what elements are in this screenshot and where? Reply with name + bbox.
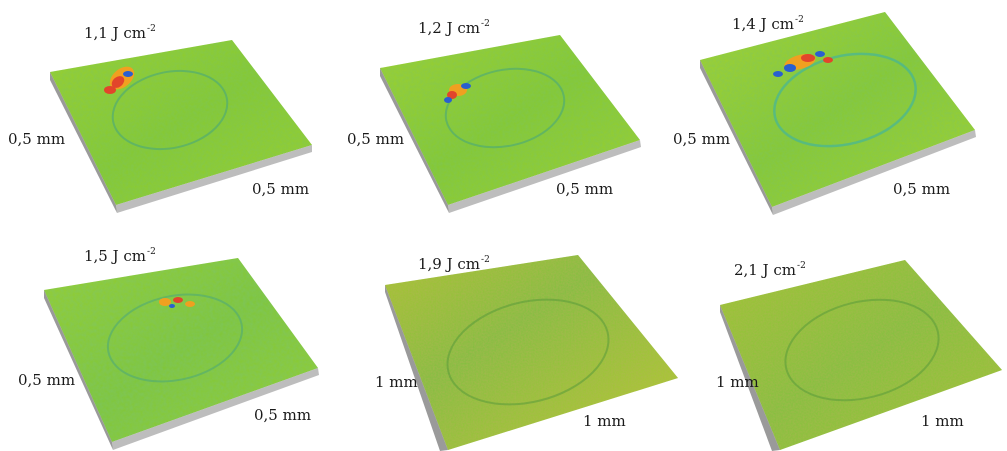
fluence-label-6: 2,1 J cm-2 — [734, 261, 806, 279]
bottom-scale-label-5: 1 mm — [583, 412, 626, 430]
surface-edge-4 — [112, 368, 319, 450]
fluence-label-3: 1,4 J cm-2 — [732, 15, 804, 33]
crater-ring-1 — [111, 69, 229, 151]
ablation-spot-3 — [773, 51, 833, 77]
surface-edge-3 — [772, 130, 976, 215]
ablation-spot-4 — [159, 297, 195, 308]
ablation-spot-2 — [444, 83, 471, 103]
bottom-scale-label-1: 0,5 mm — [252, 180, 310, 198]
crater-ring-5 — [446, 298, 610, 406]
side-scale-label-6: 1 mm — [716, 373, 759, 391]
side-scale-label-4: 0,5 mm — [18, 371, 76, 389]
bottom-scale-label-2: 0,5 mm — [556, 180, 614, 198]
crater-ring-4 — [106, 293, 244, 383]
side-scale-label-1: 0,5 mm — [8, 130, 66, 148]
fluence-label-2: 1,2 J cm-2 — [418, 19, 490, 37]
side-scale-label-3: 0,5 mm — [673, 130, 731, 148]
crater-ring-6 — [784, 298, 940, 402]
fluence-label-5: 1,9 J cm-2 — [418, 255, 490, 273]
crater-ring-2 — [444, 67, 566, 149]
side-scale-label-2: 0,5 mm — [347, 130, 405, 148]
surface-edge-1 — [116, 145, 312, 213]
surface-edge-6 — [720, 305, 780, 451]
surface-edge-2 — [448, 140, 641, 213]
surface-edge-5 — [385, 285, 448, 451]
bottom-scale-label-4: 0,5 mm — [254, 406, 312, 424]
fluence-label-1: 1,1 J cm-2 — [84, 24, 156, 42]
fluence-label-4: 1,5 J cm-2 — [84, 247, 156, 265]
bottom-scale-label-6: 1 mm — [921, 412, 964, 430]
bottom-scale-label-3: 0,5 mm — [893, 180, 951, 198]
crater-ring-3 — [773, 52, 917, 148]
side-scale-label-5: 1 mm — [375, 373, 418, 391]
ablation-spot-1 — [104, 66, 135, 94]
